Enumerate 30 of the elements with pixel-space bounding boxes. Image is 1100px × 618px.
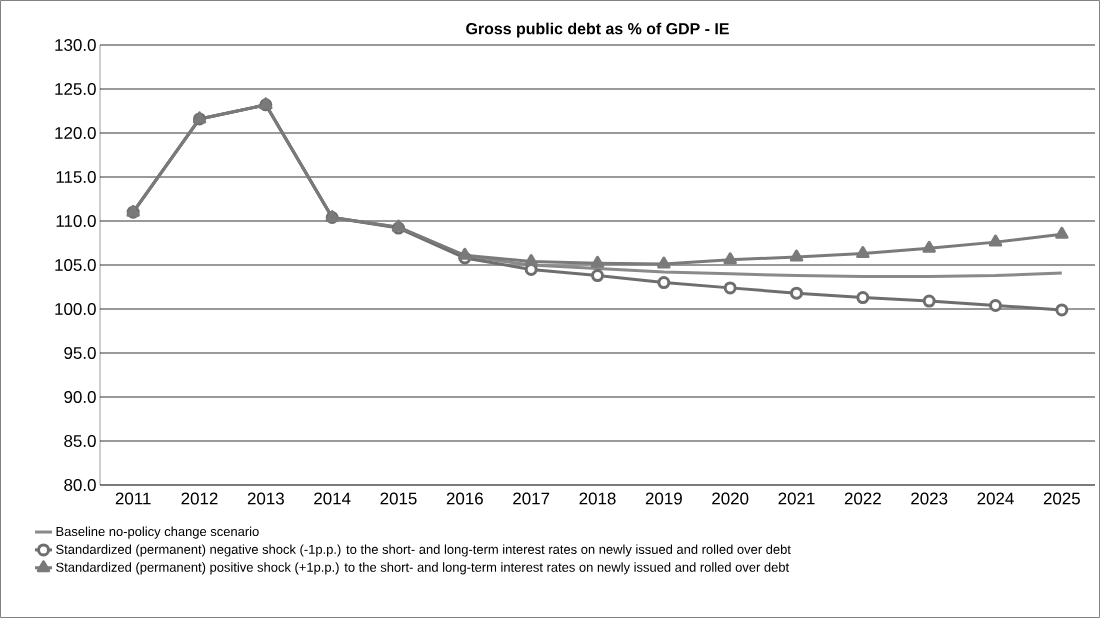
x-tick-label: 2018 [579, 492, 616, 505]
x-tick-label: 2011 [115, 492, 151, 505]
chart-title: Gross public debt as % of GDP - IE [466, 22, 729, 38]
x-tick-label: 2015 [380, 492, 417, 505]
x-tick-label: 2020 [712, 492, 749, 505]
y-tick-label: 100.0 [55, 303, 96, 315]
x-tick-label: 2012 [181, 492, 218, 505]
legend-label: Standardized (permanent) positive shock (+1p.p.) to the short- and long-term interest rates on newly issued and rolled over debt [56, 562, 790, 575]
x-tick-label: 2024 [977, 492, 1014, 505]
y-tick-label: 115.0 [56, 171, 96, 183]
x-tick-label: 2023 [911, 492, 948, 505]
y-tick-label: 105.0 [55, 259, 96, 271]
x-tick-label: 2022 [844, 492, 881, 505]
y-tick-label: 120.0 [55, 127, 96, 139]
y-tick-label: 130.0 [55, 39, 96, 51]
legend-label: Baseline no-policy change scenario [56, 526, 259, 539]
x-tick-label: 2021 [778, 492, 815, 505]
y-tick-label: 125.0 [55, 83, 96, 95]
y-tick-label: 110.0 [56, 215, 96, 227]
y-tick-label: 95.0 [64, 347, 96, 359]
y-tick-label: 80.0 [64, 479, 96, 491]
x-tick-label: 2013 [247, 492, 284, 505]
x-tick-label: 2025 [1043, 492, 1080, 505]
x-tick-label: 2014 [314, 492, 351, 505]
x-tick-label: 2017 [513, 492, 550, 505]
y-tick-label: 85.0 [64, 435, 96, 447]
x-tick-label: 2019 [645, 492, 682, 505]
legend-label: Standardized (permanent) negative shock (-1p.p.) to the short- and long-term interest rates on newly issued and rolled over debt [56, 544, 791, 557]
x-tick-label: 2016 [446, 492, 483, 505]
y-tick-label: 90.0 [64, 391, 96, 403]
